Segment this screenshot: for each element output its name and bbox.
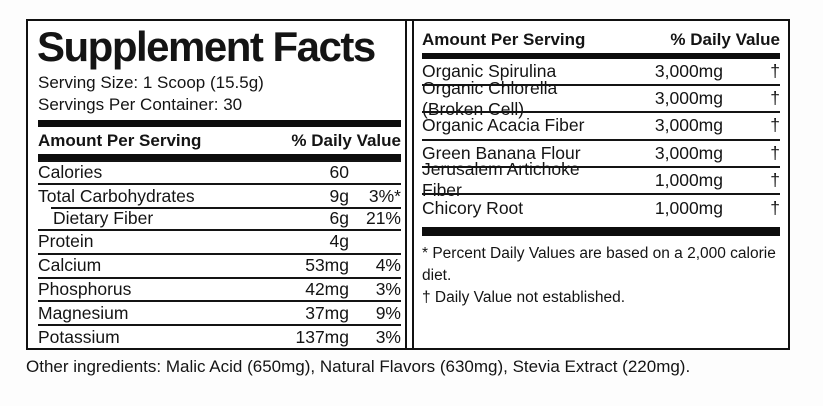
table-row: Protein 4g: [38, 228, 401, 253]
ingredient-amount: 1,000mg: [654, 198, 723, 219]
daily-value-dagger: †: [770, 61, 780, 82]
other-ingredients: Other ingredients: Malic Acid (650mg), N…: [26, 357, 691, 376]
nutrient-amount: 4g: [329, 231, 349, 252]
nutrient-amount: 53mg: [305, 255, 349, 276]
thick-rule: [422, 227, 780, 237]
ingredient-amount: 3,000mg: [654, 115, 723, 136]
table-row: Calories 60: [38, 159, 401, 184]
nutrient-daily-value: 9%: [375, 302, 401, 323]
ingredient-name: Chicory Root: [422, 198, 524, 219]
nutrient-name: Phosphorus: [38, 278, 132, 299]
table-row: Organic Spirulina 3,000mg †: [422, 59, 780, 87]
table-row: Dietary Fiber 6g 21%: [38, 207, 401, 229]
left-column: Supplement Facts Serving Size: 1 Scoop (…: [28, 21, 407, 348]
table-row: Organic Acacia Fiber 3,000mg †: [422, 113, 780, 141]
ingredient-name: Jerusalem Artichoke Fiber: [422, 159, 580, 201]
nutrient-name: Calories: [38, 161, 103, 182]
nutrient-daily-value: 3%*: [368, 185, 401, 206]
amount-per-serving-label: Amount Per Serving: [422, 30, 586, 49]
nutrient-amount: 37mg: [305, 302, 349, 323]
nutrient-amount: 137mg: [295, 326, 349, 347]
ingredient-name: Organic Acacia Fiber: [422, 115, 585, 136]
footnote-percent-daily-value: * Percent Daily Values are based on a 2,…: [422, 245, 776, 284]
daily-value-dagger: †: [770, 198, 780, 219]
nutrient-daily-value: 3%: [375, 278, 401, 299]
nutrient-name: Calcium: [38, 255, 102, 276]
ingredient-amount: 3,000mg: [654, 142, 723, 163]
amount-per-serving-label: Amount Per Serving: [38, 130, 202, 150]
ingredient-name: Organic Spirulina: [422, 61, 557, 82]
table-row: Total Carbohydrates 9g 3%*: [38, 183, 401, 207]
daily-value-dagger: †: [770, 142, 780, 163]
table-row: Magnesium 37mg 9%: [38, 300, 401, 324]
footnotes: * Percent Daily Values are based on a 2,…: [422, 236, 780, 308]
footnote-daily-value-not-established: † Daily Value not established.: [422, 288, 626, 306]
ingredient-name: Organic Chlorella (Broken Cell): [422, 77, 558, 119]
right-column: Amount Per Serving % Daily Value Organic…: [412, 21, 788, 348]
nutrient-amount: 60: [329, 161, 349, 182]
daily-value-dagger: †: [770, 169, 780, 190]
thick-rule: [422, 53, 780, 59]
daily-value-label: % Daily Value: [291, 130, 401, 150]
ingredient-name: Green Banana Flour: [422, 142, 581, 163]
ingredient-amount: 1,000mg: [654, 169, 723, 190]
nutrient-name: Total Carbohydrates: [38, 185, 195, 206]
serving-size: Serving Size: 1 Scoop (15.5g): [38, 73, 264, 92]
thick-rule: [38, 153, 401, 160]
table-row: Phosphorus 42mg 3%: [38, 276, 401, 301]
nutrient-name: Protein: [38, 231, 94, 252]
daily-value-dagger: †: [770, 115, 780, 136]
nutrient-name: Potassium: [38, 326, 120, 347]
right-table-body: Organic Spirulina 3,000mg † Organic Chlo…: [422, 59, 780, 222]
nutrient-daily-value: 4%: [375, 255, 401, 276]
nutrient-amount: 42mg: [305, 278, 349, 299]
table-row: Jerusalem Artichoke Fiber 1,000mg †: [422, 159, 780, 200]
table-row: Potassium 137mg 3%: [38, 324, 401, 348]
table-row: Organic Chlorella (Broken Cell) 3,000mg …: [422, 78, 780, 119]
ingredient-amount: 3,000mg: [654, 61, 723, 82]
table-row: Calcium 53mg 4%: [38, 252, 401, 277]
supplement-facts-panel: Supplement Facts Serving Size: 1 Scoop (…: [26, 19, 790, 350]
right-table-header: Amount Per Serving % Daily Value: [422, 26, 780, 53]
table-row: Green Banana Flour 3,000mg †: [422, 141, 780, 168]
thick-rule: [38, 119, 401, 127]
nutrient-name: Dietary Fiber: [53, 207, 154, 228]
ingredient-amount: 3,000mg: [654, 88, 723, 109]
daily-value-dagger: †: [770, 88, 780, 109]
nutrient-daily-value: 3%: [375, 326, 401, 347]
table-row: Chicory Root 1,000mg †: [422, 195, 780, 222]
daily-value-label: % Daily Value: [670, 30, 780, 49]
nutrient-daily-value: 21%: [365, 207, 401, 228]
servings-per-container: Servings Per Container: 30: [38, 94, 243, 114]
nutrient-amount: 6g: [329, 207, 349, 228]
label-title: Supplement Facts: [37, 23, 376, 70]
left-table-header: Amount Per Serving % Daily Value: [38, 127, 401, 154]
nutrient-amount: 9g: [329, 185, 349, 206]
nutrient-name: Magnesium: [38, 302, 129, 323]
left-table-body: Calories 60 Total Carbohydrates 9g 3%* D…: [38, 159, 401, 349]
